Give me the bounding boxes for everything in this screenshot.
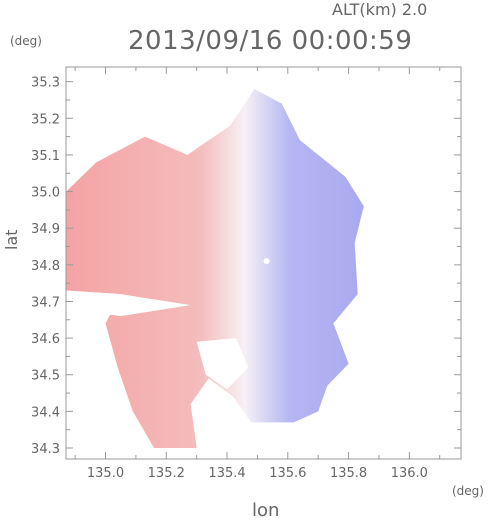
x-axis-unit: (deg) [452, 484, 484, 498]
plot-layer [66, 89, 364, 448]
y-tick-label: 35.2 [31, 112, 60, 127]
x-tick-label: 135.2 [148, 466, 185, 481]
radar-echo-region [66, 89, 364, 448]
y-tick-label: 34.6 [31, 332, 60, 347]
plot-frame [65, 66, 462, 460]
y-tick-label: 35.1 [31, 149, 60, 164]
y-tick-label: 35.0 [31, 186, 60, 201]
x-tick-label: 136.0 [391, 466, 428, 481]
y-tick-label: 35.3 [31, 76, 60, 91]
y-tick-label: 34.5 [31, 369, 60, 384]
y-axis-unit: (deg) [10, 34, 42, 48]
x-tick-label: 135.6 [269, 466, 306, 481]
y-tick-label: 34.4 [31, 405, 60, 420]
no-echo-gap-2 [196, 338, 249, 390]
no-echo-gap-1 [66, 290, 191, 317]
x-tick-label: 135.0 [87, 466, 124, 481]
chart-title: 2013/09/16 00:00:59 [128, 26, 413, 56]
x-tick-label: 135.8 [330, 466, 367, 481]
x-axis-label: lon [252, 500, 280, 521]
y-tick-label: 34.9 [31, 222, 60, 237]
y-tick-label: 34.3 [31, 442, 60, 457]
y-tick-label: 34.7 [31, 295, 60, 310]
axis-layer: 135.0 135.2 135.4 135.6 135.8 136.0 34.3 34.4 34… [31, 66, 462, 481]
y-tick-label: 34.8 [31, 259, 60, 274]
radar-site-marker [263, 258, 270, 265]
altitude-label: ALT(km) 2.0 [332, 0, 428, 19]
x-tick-label: 135.4 [208, 466, 245, 481]
